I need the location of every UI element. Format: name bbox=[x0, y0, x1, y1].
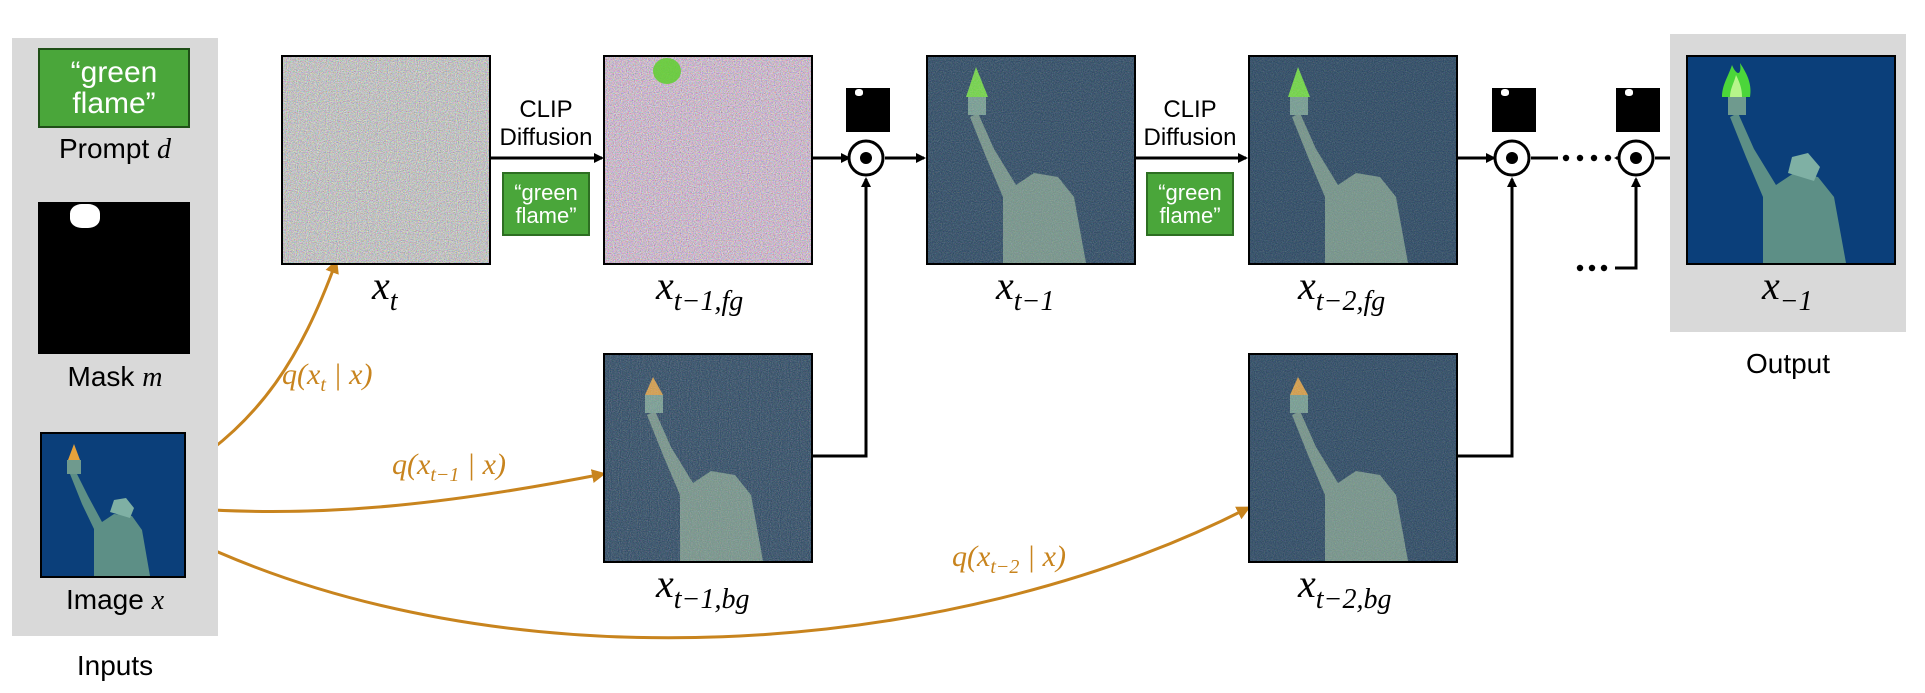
noisy-statue-image bbox=[1250, 57, 1456, 263]
xt-label: xt bbox=[372, 263, 398, 317]
mask-blob bbox=[70, 204, 100, 228]
noise-curve-xt1bg bbox=[182, 469, 606, 514]
noise-image bbox=[605, 57, 811, 263]
xt-tile bbox=[281, 55, 491, 265]
xt2fg-label: xt−2,fg bbox=[1298, 263, 1386, 317]
noise-curve-xt2bg bbox=[182, 506, 1251, 640]
output-var-label: x−1 bbox=[1762, 263, 1813, 317]
prompt-text: “green flame” bbox=[70, 55, 158, 120]
prompt-chip-2: “green flame” bbox=[1146, 172, 1234, 236]
output-image bbox=[1686, 55, 1896, 265]
xt1-label: xt−1 bbox=[996, 263, 1055, 317]
mask-label: Mask m bbox=[67, 361, 163, 393]
clip-label-1: CLIP Diffusion bbox=[499, 96, 593, 151]
xt1-tile bbox=[926, 55, 1136, 265]
image-label: Image x bbox=[65, 584, 165, 616]
multiply-nodes bbox=[847, 139, 1655, 177]
mask-thumb-1 bbox=[846, 88, 890, 132]
noisy-statue-image bbox=[1250, 355, 1456, 561]
output-label: Output bbox=[1745, 348, 1831, 379]
xt2bg-label: xt−2,bg bbox=[1298, 561, 1392, 615]
statue-image bbox=[42, 434, 184, 576]
mask-thumb-3 bbox=[1616, 88, 1660, 132]
input-image bbox=[40, 432, 186, 578]
xt1bg-label: xt−1,bg bbox=[656, 561, 750, 615]
noisy-statue-image bbox=[928, 57, 1134, 263]
noise-label-xt1: q(xt−1 | x) bbox=[392, 448, 506, 486]
xt2fg-tile bbox=[1248, 55, 1458, 265]
noisy-statue-image bbox=[605, 355, 811, 561]
mask-image bbox=[38, 202, 190, 354]
xt1bg-tile bbox=[603, 353, 813, 563]
xt2bg-tile bbox=[1248, 353, 1458, 563]
noise-label-xt2: q(xt−2 | x) bbox=[952, 540, 1066, 578]
xt1fg-tile bbox=[603, 55, 813, 265]
arrow-xt1bg-to-mult1 bbox=[812, 177, 871, 458]
clip-label-2: CLIP Diffusion bbox=[1143, 96, 1237, 151]
prompt-label: Prompt d bbox=[58, 133, 172, 165]
inputs-label: Inputs bbox=[76, 650, 154, 681]
xt1fg-label: xt−1,fg bbox=[656, 263, 744, 317]
prompt-chip-1: “green flame” bbox=[502, 172, 590, 236]
green-flame-statue-image bbox=[1688, 57, 1894, 263]
mask-thumb-2 bbox=[1492, 88, 1536, 132]
arrow-xt2bg-to-mult2 bbox=[1455, 177, 1517, 458]
noise-label-xt: q(xt | x) bbox=[282, 358, 373, 396]
arrow-dots-to-mult3 bbox=[1615, 177, 1641, 270]
prompt-box: “green flame” bbox=[38, 48, 190, 128]
noise-image bbox=[283, 57, 489, 263]
